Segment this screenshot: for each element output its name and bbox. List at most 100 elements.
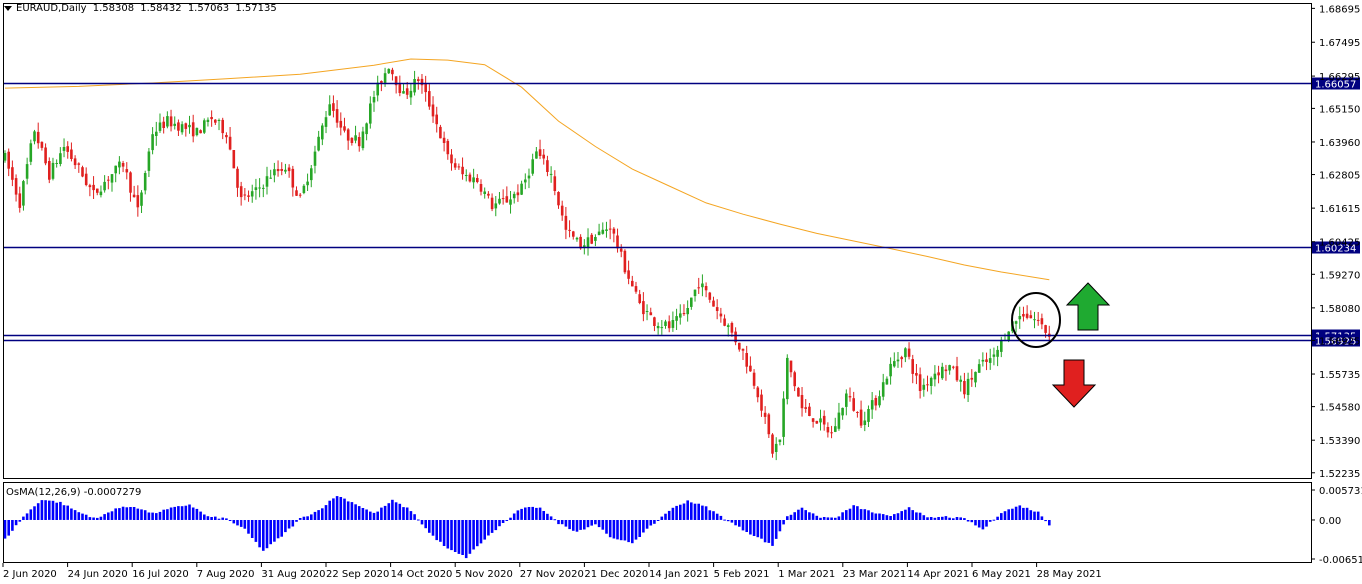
osma-bar [1003,511,1007,520]
candle [317,130,320,152]
candle [778,439,782,446]
candle [509,191,512,214]
candle [125,162,129,180]
osma-bar [210,517,213,520]
osma-bar [273,520,276,542]
candle [763,406,767,424]
candle [66,141,69,159]
candle [985,352,988,371]
candle [811,418,815,428]
osma-bar [125,507,129,520]
candle [55,159,58,168]
candle [634,281,638,294]
osma-bar [239,520,243,527]
osma-bar [797,509,800,520]
candle [254,178,258,200]
candle [11,160,14,187]
osma-bar [155,513,158,520]
candle [51,157,55,181]
candle [313,145,317,174]
osma-bar [900,511,903,520]
candle [247,190,250,202]
ohlc-close: 1.57135 [235,3,277,14]
candle [405,82,409,99]
candle [476,174,479,184]
candle [29,139,33,166]
candle [339,112,343,136]
price-tag-label: 1.56925 [1315,337,1356,348]
osma-bar [690,502,693,520]
candle [941,362,944,380]
candle [900,355,903,368]
date-label: 24 Jun 2020 [68,569,128,580]
candle [915,364,918,385]
price-tag-label: 1.60234 [1315,244,1356,255]
osma-bar [941,516,944,520]
osma-bar [856,506,859,520]
osma-bar [420,520,424,525]
candle [911,354,914,384]
candle [121,160,125,173]
osma-label: OsMA(12,26,9) [6,487,81,498]
candle [848,387,852,402]
osma-bar [14,520,18,526]
candle [955,356,959,382]
down-arrow-icon [1051,359,1097,408]
osma-bar [564,520,568,527]
candle [284,163,287,174]
osma-bar [557,520,560,525]
candle [439,124,442,139]
osma-bar [461,520,464,555]
osma-bar [1018,505,1022,520]
collapse-triangle-icon[interactable] [4,5,12,11]
osma-bar [509,517,512,520]
osma-bar [402,507,405,520]
candle [302,184,306,195]
price-tick-label: 1.53390 [1319,436,1360,447]
candle [36,122,40,149]
candle [977,359,981,373]
candle [431,96,435,123]
price-tick-label: 1.68695 [1319,4,1360,15]
candle [479,179,483,196]
osma-bar [92,517,95,520]
osma-bar [487,520,490,536]
candle [350,137,354,146]
candle [291,165,295,197]
osma-bar [398,503,402,520]
candle [166,111,169,129]
osma-bar [704,506,708,520]
ohlc-low: 1.57063 [187,3,230,14]
candle [428,84,431,110]
osma-bar [265,520,269,549]
osma-bar [889,516,892,520]
osma-bar [837,516,841,520]
candle [180,121,184,135]
osma-bar [225,518,228,520]
candle [612,227,616,243]
date-label: 5 Feb 2021 [714,569,770,580]
osma-bar [44,500,47,520]
osma-bar [645,520,649,529]
candle [273,162,276,183]
moving-average [4,58,1050,281]
osma-bar [1000,513,1003,520]
candle [221,117,224,140]
osma-bar [435,520,438,541]
osma-bar [693,503,697,520]
osma-bar [1025,507,1029,520]
candle [195,127,199,137]
candle [996,345,999,367]
candle [952,365,955,370]
osma-bar [723,519,726,521]
osma-bar [1007,509,1010,520]
candle [815,420,819,424]
osma-bar [512,513,516,520]
osma-bar [966,520,970,522]
osma-bar [357,506,361,520]
candle [885,376,889,385]
candle [380,80,383,92]
candle [797,386,800,397]
candle [531,153,534,176]
